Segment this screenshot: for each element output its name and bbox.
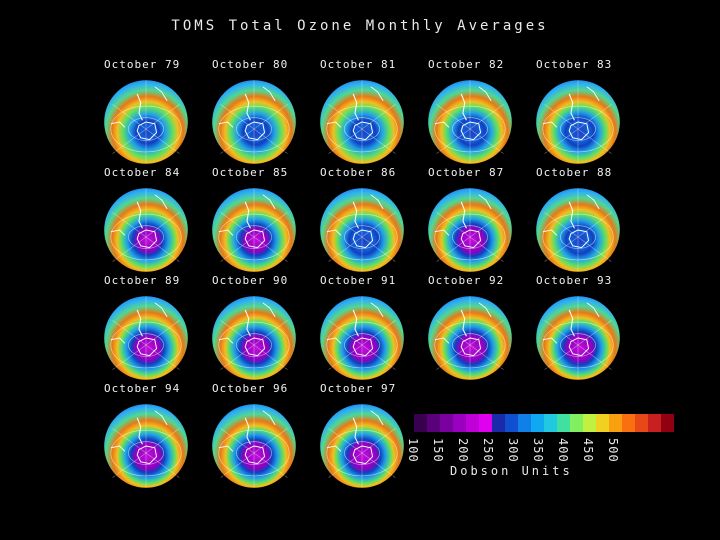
ozone-globe bbox=[211, 403, 297, 489]
ozone-globe bbox=[319, 295, 405, 381]
ozone-globe bbox=[211, 295, 297, 381]
colorbar-tick: 200 bbox=[456, 438, 470, 463]
colorbar-swatch bbox=[557, 414, 570, 432]
colorbar-swatch bbox=[466, 414, 479, 432]
colorbar-tick: 300 bbox=[506, 438, 520, 463]
panel-label: October 79 bbox=[104, 58, 181, 71]
panel-label: October 84 bbox=[104, 166, 181, 179]
panel-label: October 87 bbox=[428, 166, 505, 179]
panel-label: October 81 bbox=[320, 58, 397, 71]
ozone-globe bbox=[427, 187, 513, 273]
colorbar-swatch bbox=[648, 414, 661, 432]
ozone-globe bbox=[535, 295, 621, 381]
panel-label: October 94 bbox=[104, 382, 181, 395]
colorbar-tick: 400 bbox=[556, 438, 570, 463]
colorbar-swatch bbox=[531, 414, 544, 432]
panel-label: October 86 bbox=[320, 166, 397, 179]
panel-label: October 88 bbox=[536, 166, 613, 179]
colorbar-swatch bbox=[414, 414, 427, 432]
panel-label: October 89 bbox=[104, 274, 181, 287]
panel-label: October 97 bbox=[320, 382, 397, 395]
panel-label: October 90 bbox=[212, 274, 289, 287]
colorbar-swatch bbox=[661, 414, 674, 432]
colorbar-tick: 150 bbox=[431, 438, 445, 463]
colorbar-swatch bbox=[440, 414, 453, 432]
ozone-globe bbox=[427, 295, 513, 381]
ozone-globe bbox=[103, 187, 189, 273]
colorbar-swatch bbox=[492, 414, 505, 432]
panel-label: October 80 bbox=[212, 58, 289, 71]
colorbar-swatch bbox=[570, 414, 583, 432]
ozone-globe bbox=[319, 187, 405, 273]
colorbar-swatch bbox=[609, 414, 622, 432]
colorbar-swatch bbox=[479, 414, 492, 432]
ozone-globe bbox=[535, 79, 621, 165]
colorbar-swatch bbox=[635, 414, 648, 432]
colorbar-swatch bbox=[596, 414, 609, 432]
colorbar-tick: 250 bbox=[481, 438, 495, 463]
ozone-globe bbox=[103, 403, 189, 489]
panel-label: October 85 bbox=[212, 166, 289, 179]
colorbar-swatch bbox=[427, 414, 440, 432]
ozone-globe bbox=[211, 187, 297, 273]
ozone-colorbar bbox=[414, 414, 674, 432]
colorbar-swatch bbox=[453, 414, 466, 432]
colorbar-tick: 450 bbox=[581, 438, 595, 463]
colorbar-swatch bbox=[544, 414, 557, 432]
colorbar-units-label: Dobson Units bbox=[450, 464, 573, 478]
panel-label: October 82 bbox=[428, 58, 505, 71]
panel-label: October 83 bbox=[536, 58, 613, 71]
panel-label: October 92 bbox=[428, 274, 505, 287]
ozone-globe bbox=[319, 403, 405, 489]
colorbar-tick: 350 bbox=[531, 438, 545, 463]
figure-title: TOMS Total Ozone Monthly Averages bbox=[171, 18, 549, 34]
ozone-globe bbox=[427, 79, 513, 165]
ozone-globe bbox=[211, 79, 297, 165]
colorbar-swatch bbox=[583, 414, 596, 432]
colorbar-swatch bbox=[505, 414, 518, 432]
colorbar-tick: 100 bbox=[406, 438, 420, 463]
panel-label: October 93 bbox=[536, 274, 613, 287]
panel-label: October 91 bbox=[320, 274, 397, 287]
colorbar-tick: 500 bbox=[606, 438, 620, 463]
colorbar-swatch bbox=[518, 414, 531, 432]
ozone-globe bbox=[535, 187, 621, 273]
panel-label: October 96 bbox=[212, 382, 289, 395]
ozone-globe bbox=[319, 79, 405, 165]
ozone-globe bbox=[103, 295, 189, 381]
colorbar-swatch bbox=[622, 414, 635, 432]
ozone-globe bbox=[103, 79, 189, 165]
